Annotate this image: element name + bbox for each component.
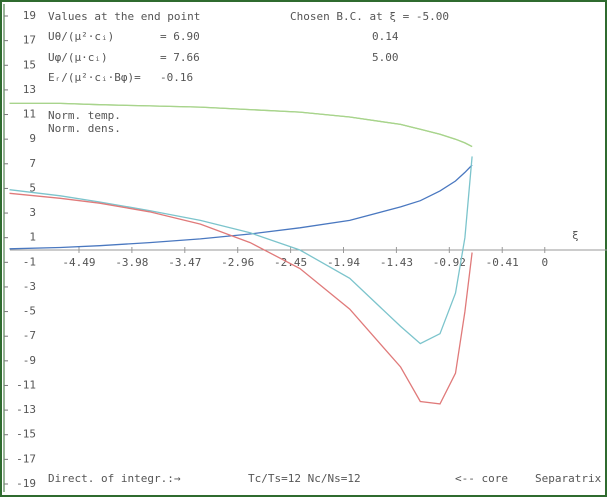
x-tick-label: -1.94 (327, 256, 360, 269)
annotation: Tc/Ts=12 Nc/Ns=12 (248, 472, 361, 485)
y-tick-label: 13 (23, 83, 36, 96)
y-tick-label: 15 (23, 58, 36, 71)
series-line (9, 102, 473, 148)
annotation: 0.14 (372, 30, 399, 43)
y-tick-label: -13 (16, 403, 36, 416)
y-tick-label: 1 (29, 231, 36, 244)
annotation: Separatrix (535, 472, 602, 485)
y-tick-label: 17 (23, 34, 36, 47)
annotation: = 7.66 (160, 51, 200, 64)
x-tick-label: -1.43 (380, 256, 413, 269)
legend-label: Uφ/(μ·cᵢ) (48, 51, 108, 64)
annotation: Direct. of integr.:→ (48, 472, 181, 485)
y-tick-label: -1 (23, 255, 36, 268)
y-tick-label: 19 (23, 9, 36, 22)
legend-label: Eᵣ/(μ²·cᵢ·Bφ)= (48, 71, 141, 84)
annotation: 5.00 (372, 51, 399, 64)
y-tick-label: 11 (23, 108, 36, 121)
x-tick-label: -0.41 (486, 256, 519, 269)
y-tick-label: -3 (23, 280, 36, 293)
y-tick-label: -17 (16, 452, 36, 465)
annotation: <-- core (455, 472, 508, 485)
annotation: = 6.90 (160, 30, 200, 43)
y-tick-label: -7 (23, 329, 36, 342)
x-tick-label: -0.92 (433, 256, 466, 269)
y-tick-label: -15 (16, 428, 36, 441)
y-tick-label: -5 (23, 305, 36, 318)
annotation: Values at the end point (48, 10, 200, 23)
legend-label: Uθ/(μ²·cᵢ) (48, 30, 114, 43)
annotation: -0.16 (160, 71, 193, 84)
x-tick-label: -3.98 (115, 256, 148, 269)
x-tick-label: -4.49 (62, 256, 95, 269)
annotation: Chosen B.C. at ξ = -5.00 (290, 10, 449, 23)
y-tick-label: 9 (29, 132, 36, 145)
annotation: ξ (572, 229, 579, 242)
x-tick-label: 0 (541, 256, 548, 269)
y-tick-label: 3 (29, 206, 36, 219)
legend-label: Norm. dens. (48, 122, 121, 135)
y-tick-label: 7 (29, 157, 36, 170)
y-tick-label: -9 (23, 354, 36, 367)
legend-label: Norm. temp. (48, 109, 121, 122)
series-line (9, 164, 473, 250)
x-tick-label: -3.47 (168, 256, 201, 269)
series-line (9, 192, 473, 405)
y-tick-label: -11 (16, 378, 36, 391)
y-tick-label: -19 (16, 477, 36, 490)
y-tick-label: 5 (29, 181, 36, 194)
series-line (9, 156, 473, 345)
x-tick-label: -2.96 (221, 256, 254, 269)
